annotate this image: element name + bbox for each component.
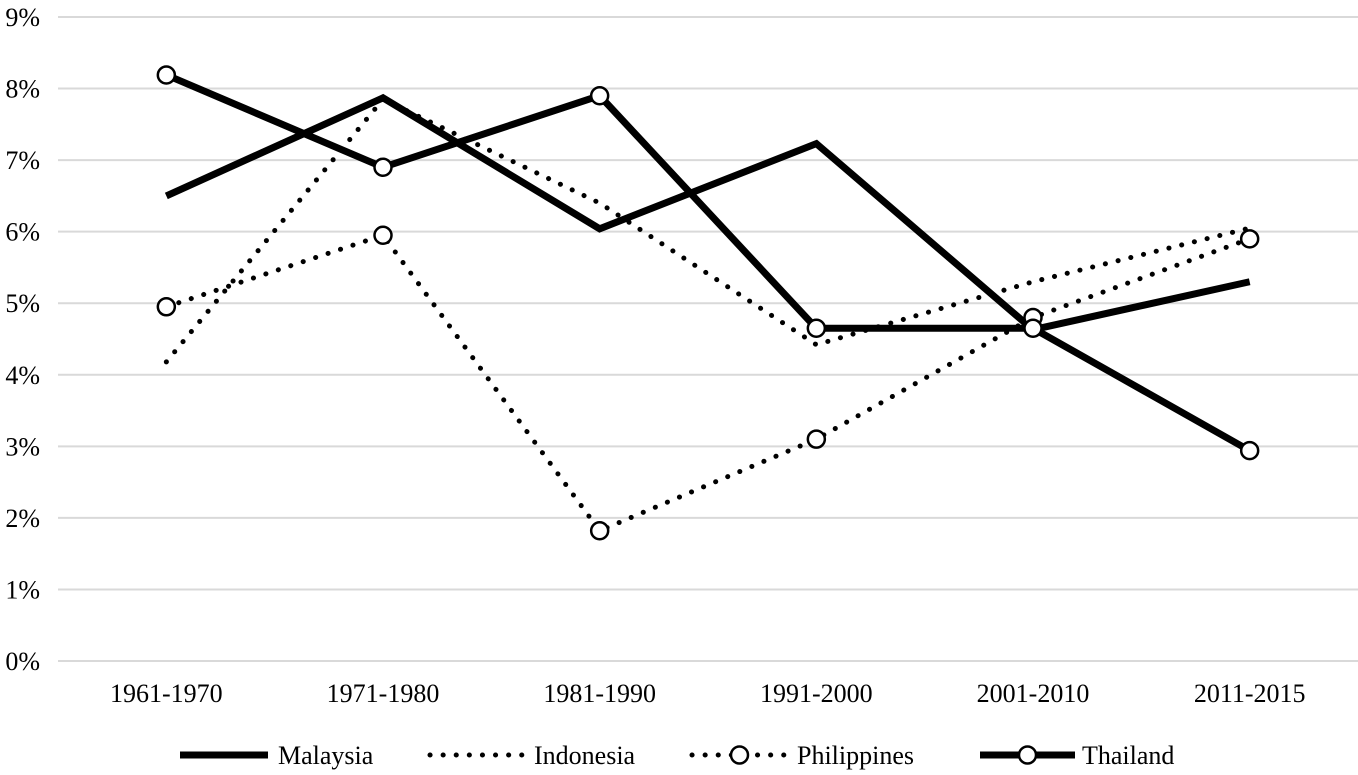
data-point-philippines xyxy=(373,225,393,245)
legend-item-indonesia: Indonesia xyxy=(427,741,636,770)
series-line-thailand xyxy=(164,71,1252,454)
x-tick-label: 2001-2010 xyxy=(977,679,1090,708)
y-tick-label: 9% xyxy=(5,3,40,32)
x-tick-label: 2011-2015 xyxy=(1194,679,1306,708)
x-tick-label: 1991-2000 xyxy=(760,679,873,708)
data-point-thailand xyxy=(589,85,610,106)
series-malaysia xyxy=(164,93,1251,334)
y-tick-label: 3% xyxy=(5,432,40,461)
legend-label: Philippines xyxy=(797,741,914,770)
data-point-philippines xyxy=(156,297,177,317)
y-tick-label: 5% xyxy=(5,289,40,318)
data-point-philippines xyxy=(589,521,610,541)
legend-item-philippines: Philippines xyxy=(689,741,914,770)
y-axis-tick-labels: 0% 1% 2% 3% 4% 5% 6% 7% 8% 9% xyxy=(5,3,40,676)
series-line-philippines xyxy=(163,232,1253,534)
legend-label: Malaysia xyxy=(278,741,374,770)
data-point-thailand xyxy=(1023,318,1043,339)
y-tick-label: 6% xyxy=(5,218,40,247)
legend: Malaysia Indonesia Philippines Thailand xyxy=(180,741,1174,770)
x-tick-label: 1981-1990 xyxy=(543,679,656,708)
y-tick-label: 7% xyxy=(5,146,40,175)
y-tick-label: 1% xyxy=(5,575,40,604)
data-point-philippines xyxy=(1239,229,1260,249)
y-tick-label: 8% xyxy=(5,75,40,104)
x-tick-label: 1961-1970 xyxy=(110,679,223,708)
legend-marker xyxy=(729,745,750,765)
series-line-indonesia xyxy=(163,96,1253,365)
legend-item-thailand: Thailand xyxy=(980,741,1174,770)
y-tick-label: 2% xyxy=(5,504,40,533)
legend-label: Indonesia xyxy=(534,741,636,770)
series-line-malaysia xyxy=(164,93,1251,334)
data-point-thailand xyxy=(1239,440,1260,461)
x-tick-label: 1971-1980 xyxy=(327,679,440,708)
data-point-philippines xyxy=(806,429,827,449)
legend-marker xyxy=(1017,745,1038,765)
x-axis-tick-labels: 1961-1970 1971-1980 1981-1990 1991-2000 2001… xyxy=(110,679,1306,708)
y-tick-label: 0% xyxy=(5,647,40,676)
legend-item-malaysia: Malaysia xyxy=(180,741,374,770)
legend-label: Thailand xyxy=(1082,741,1174,770)
data-point-thailand xyxy=(156,65,177,85)
data-point-thailand xyxy=(806,318,827,339)
series-indonesia xyxy=(163,96,1253,365)
series-lines xyxy=(156,65,1260,541)
y-tick-label: 4% xyxy=(5,361,40,390)
data-point-thailand xyxy=(373,157,393,178)
series-thailand xyxy=(156,65,1260,461)
